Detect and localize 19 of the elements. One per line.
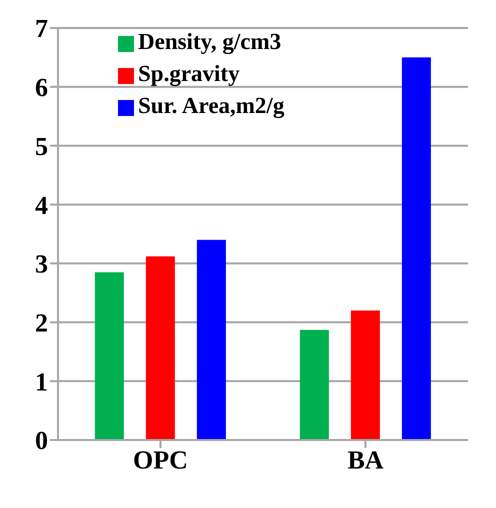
- bar: [146, 256, 175, 440]
- x-tick-label: OPC: [133, 445, 188, 474]
- y-tick-label: 1: [35, 367, 48, 396]
- y-tick-label: 0: [35, 426, 48, 456]
- bar: [300, 330, 329, 440]
- legend-label: Density, g/cm3: [138, 29, 282, 54]
- y-tick-label: 2: [35, 308, 48, 338]
- legend-label: Sur. Area,m2/g: [138, 93, 284, 118]
- bar: [196, 240, 226, 440]
- y-tick-label: 6: [35, 73, 48, 102]
- legend-label: Sp.gravity: [138, 61, 240, 86]
- y-tick-label: 4: [35, 190, 48, 220]
- x-tick-label: BA: [347, 445, 384, 474]
- bar: [402, 57, 431, 440]
- y-tick-label: 3: [35, 250, 48, 279]
- bar: [94, 272, 124, 440]
- bar: [350, 310, 380, 440]
- y-tick-label: 7: [35, 14, 48, 44]
- y-tick-label: 5: [35, 132, 48, 161]
